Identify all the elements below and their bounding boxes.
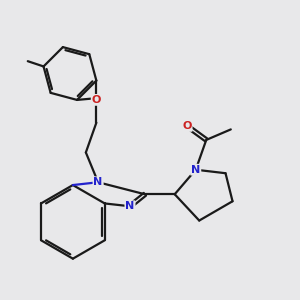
Text: O: O bbox=[182, 121, 192, 131]
Text: N: N bbox=[94, 177, 103, 187]
Text: O: O bbox=[92, 95, 101, 105]
Text: N: N bbox=[191, 165, 200, 175]
Text: N: N bbox=[125, 201, 135, 211]
